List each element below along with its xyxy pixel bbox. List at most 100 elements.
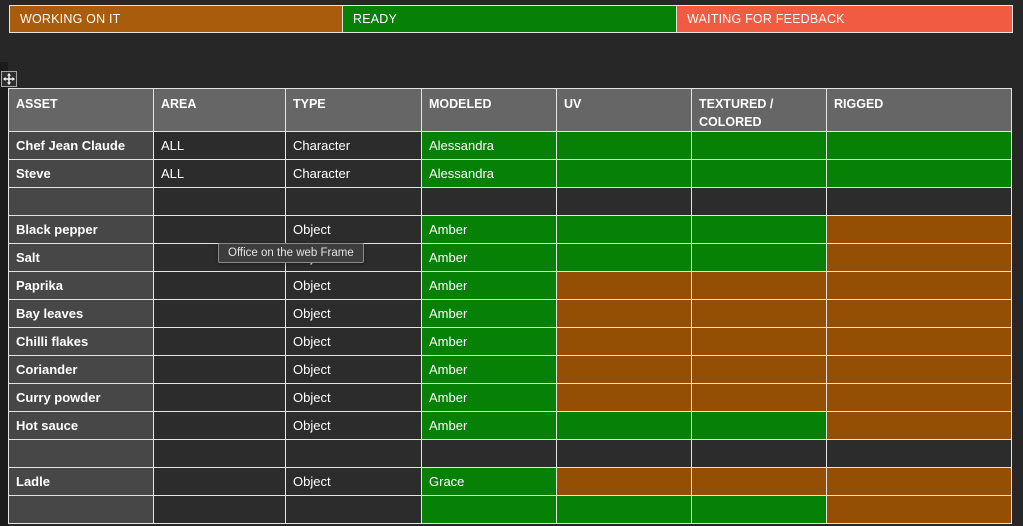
cell-modeled[interactable]: Amber [421,299,557,328]
cell-modeled[interactable]: Amber [421,411,557,440]
cell-textured[interactable] [691,243,827,272]
cell-type[interactable]: Object [285,383,422,412]
cell-textured[interactable] [691,439,827,468]
cell-type[interactable]: Object [285,327,422,356]
cell-rigged[interactable] [826,159,1012,188]
cell-textured[interactable] [691,215,827,244]
cell-modeled[interactable]: Amber [421,215,557,244]
cell-type[interactable]: Object [285,355,422,384]
cell-asset[interactable]: Chef Jean Claude [8,131,154,160]
column-header-asset[interactable]: ASSET [8,88,154,132]
cell-modeled[interactable]: Amber [421,383,557,412]
column-header-area[interactable]: AREA [153,88,286,132]
cell-type[interactable] [285,439,422,468]
cell-textured[interactable] [691,187,827,216]
cell-modeled[interactable]: Amber [421,271,557,300]
cell-uv[interactable] [556,243,692,272]
column-header-rigged[interactable]: RIGGED [826,88,1012,132]
cell-area[interactable]: ALL [153,131,286,160]
cell-uv[interactable] [556,215,692,244]
cell-type[interactable] [285,495,422,524]
cell-textured[interactable] [691,495,827,524]
cell-asset[interactable]: Curry powder [8,383,154,412]
cell-type[interactable]: Object [285,215,422,244]
cell-type[interactable]: Object [285,271,422,300]
cell-type[interactable] [285,187,422,216]
cell-area[interactable] [153,355,286,384]
cell-type[interactable]: Object [285,467,422,496]
column-header-uv[interactable]: UV [556,88,692,132]
cell-uv[interactable] [556,411,692,440]
cell-area[interactable] [153,383,286,412]
legend-cell-working-on-it[interactable]: WORKING ON IT [10,6,343,32]
cell-textured[interactable] [691,383,827,412]
cell-uv[interactable] [556,131,692,160]
cell-area[interactable]: ALL [153,159,286,188]
cell-modeled[interactable]: Alessandra [421,159,557,188]
cell-rigged[interactable] [826,243,1012,272]
cell-rigged[interactable] [826,215,1012,244]
cell-textured[interactable] [691,271,827,300]
cell-area[interactable] [153,271,286,300]
cell-asset[interactable] [8,439,154,468]
legend-cell-waiting-for-feedback[interactable]: WAITING FOR FEEDBACK [677,6,1012,32]
cell-rigged[interactable] [826,383,1012,412]
cell-area[interactable] [153,187,286,216]
column-header-modeled[interactable]: MODELED [421,88,557,132]
cell-rigged[interactable] [826,271,1012,300]
cell-uv[interactable] [556,495,692,524]
cell-area[interactable] [153,467,286,496]
cell-asset[interactable]: Ladle [8,467,154,496]
cell-type[interactable]: Character [285,159,422,188]
cell-rigged[interactable] [826,495,1012,524]
cell-textured[interactable] [691,131,827,160]
cell-asset[interactable] [8,187,154,216]
cell-textured[interactable] [691,355,827,384]
cell-asset[interactable]: Steve [8,159,154,188]
cell-area[interactable] [153,495,286,524]
cell-asset[interactable]: Chilli flakes [8,327,154,356]
cell-asset[interactable]: Salt [8,243,154,272]
cell-modeled[interactable] [421,439,557,468]
cell-modeled[interactable]: Grace [421,467,557,496]
cell-asset[interactable] [8,495,154,524]
cell-textured[interactable] [691,299,827,328]
cell-area[interactable] [153,327,286,356]
cell-modeled[interactable] [421,495,557,524]
cell-modeled[interactable]: Alessandra [421,131,557,160]
cell-asset[interactable]: Paprika [8,271,154,300]
cell-type[interactable]: Object [285,411,422,440]
legend-cell-ready[interactable]: READY [343,6,677,32]
cell-uv[interactable] [556,299,692,328]
cell-uv[interactable] [556,327,692,356]
cell-asset[interactable]: Black pepper [8,215,154,244]
cell-uv[interactable] [556,271,692,300]
cell-asset[interactable]: Hot sauce [8,411,154,440]
cell-rigged[interactable] [826,439,1012,468]
cell-rigged[interactable] [826,411,1012,440]
cell-rigged[interactable] [826,131,1012,160]
cell-area[interactable] [153,439,286,468]
cell-rigged[interactable] [826,355,1012,384]
frame-move-handle[interactable] [1,71,17,87]
cell-area[interactable] [153,411,286,440]
cell-type[interactable]: Object [285,299,422,328]
cell-modeled[interactable] [421,187,557,216]
cell-rigged[interactable] [826,327,1012,356]
cell-rigged[interactable] [826,187,1012,216]
cell-textured[interactable] [691,159,827,188]
cell-modeled[interactable]: Amber [421,355,557,384]
cell-uv[interactable] [556,383,692,412]
column-header-textured-colored[interactable]: TEXTURED / COLORED [691,88,827,132]
column-header-type[interactable]: TYPE [285,88,422,132]
cell-asset[interactable]: Coriander [8,355,154,384]
cell-type[interactable]: Character [285,131,422,160]
cell-uv[interactable] [556,467,692,496]
cell-uv[interactable] [556,159,692,188]
cell-area[interactable] [153,215,286,244]
cell-asset[interactable]: Bay leaves [8,299,154,328]
cell-rigged[interactable] [826,467,1012,496]
cell-modeled[interactable]: Amber [421,243,557,272]
cell-modeled[interactable]: Amber [421,327,557,356]
cell-textured[interactable] [691,467,827,496]
